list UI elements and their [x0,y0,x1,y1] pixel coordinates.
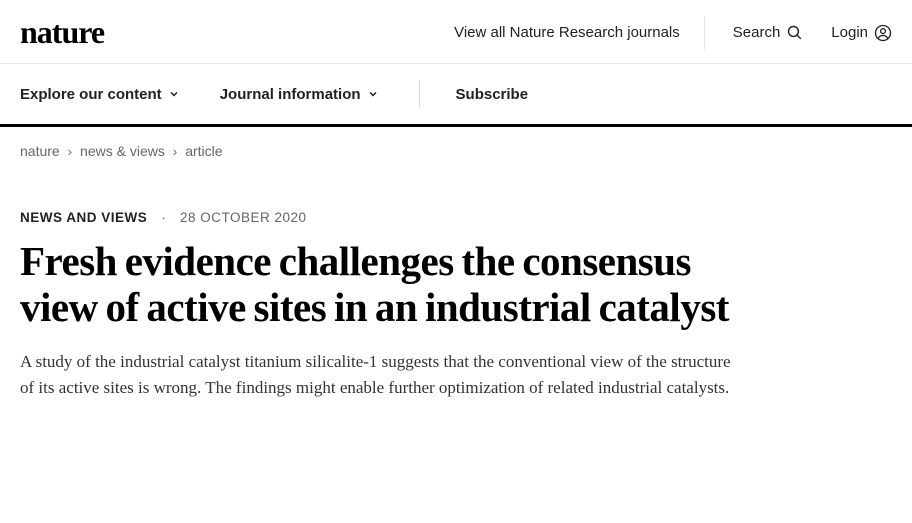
article-date: 28 OCTOBER 2020 [180,210,307,225]
article-headline: Fresh evidence challenges the consensus … [20,239,740,331]
article: NEWS AND VIEWS · 28 OCTOBER 2020 Fresh e… [0,175,760,422]
chevron-down-icon [367,88,379,100]
journals-link[interactable]: View all Nature Research journals [454,24,680,41]
chevron-right-icon: › [68,144,72,159]
article-meta: NEWS AND VIEWS · 28 OCTOBER 2020 [20,209,740,225]
logo[interactable]: nature [20,14,104,51]
nav-explore[interactable]: Explore our content [20,86,180,103]
breadcrumb-current: article [185,143,222,159]
article-category: NEWS AND VIEWS [20,210,147,225]
divider [419,80,420,108]
separator-dot: · [161,209,166,225]
breadcrumb-root[interactable]: nature [20,143,60,159]
search-label: Search [733,24,781,41]
nav-explore-label: Explore our content [20,86,162,103]
breadcrumb-section[interactable]: news & views [80,143,165,159]
login-label: Login [831,24,868,41]
chevron-down-icon [168,88,180,100]
top-bar: nature View all Nature Research journals… [0,0,912,64]
breadcrumb: nature › news & views › article [0,127,912,175]
user-icon [874,24,892,42]
article-standfirst: A study of the industrial catalyst titan… [20,349,740,402]
nav-journal-info-label: Journal information [220,86,361,103]
divider [704,16,705,50]
nav-journal-info[interactable]: Journal information [220,86,379,103]
chevron-right-icon: › [173,144,177,159]
nav-bar: Explore our content Journal information … [0,64,912,127]
search-icon [786,24,803,41]
login-link[interactable]: Login [831,24,892,42]
search-link[interactable]: Search [733,24,804,41]
nav-subscribe[interactable]: Subscribe [456,86,529,103]
